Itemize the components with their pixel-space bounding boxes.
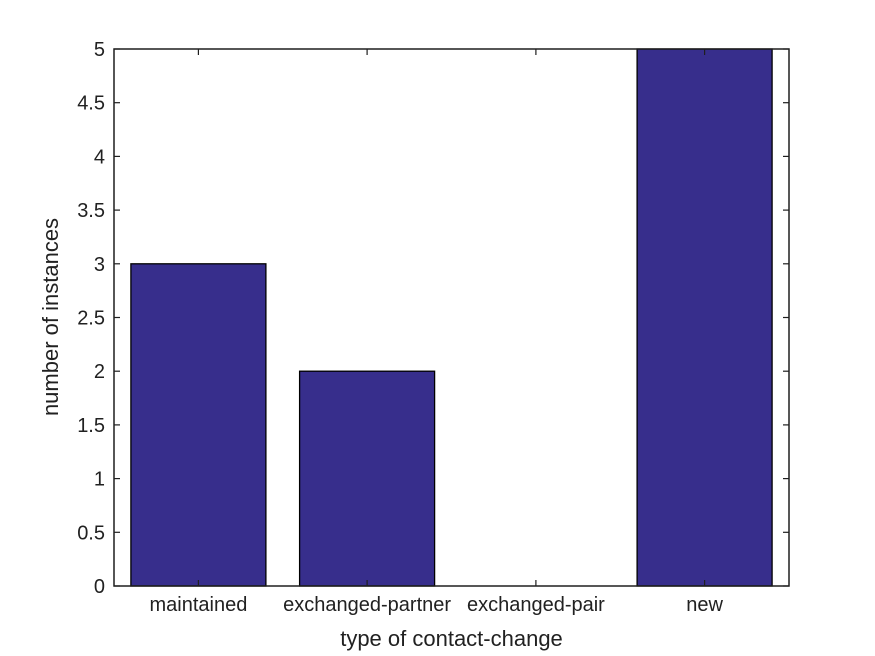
bar-maintained [130, 263, 267, 587]
x-tick-label: new [686, 594, 723, 616]
y-tick-label: 1.5 [77, 415, 105, 437]
y-tick-label: 2 [94, 361, 105, 383]
x-axis-label: type of contact-change [340, 626, 563, 651]
y-tick-label: 2.5 [77, 308, 105, 330]
x-tick-label: exchanged-partner [283, 594, 451, 616]
y-tick-label: 1 [94, 469, 105, 491]
x-tick-label: maintained [149, 594, 247, 616]
y-axis-label: number of instances [38, 217, 63, 417]
y-tick-label: 3 [94, 254, 105, 276]
y-tick-label: 0.5 [77, 522, 105, 544]
bar-exchanged-partner [298, 370, 436, 587]
y-tick-label: 3.5 [77, 200, 105, 222]
y-tick-label: 0 [94, 576, 105, 598]
y-tick-label: 5 [94, 39, 105, 61]
bar-new [636, 48, 773, 587]
y-tick-label: 4.5 [77, 93, 105, 115]
y-tick-label: 4 [94, 146, 105, 168]
x-tick-label: exchanged-pair [467, 594, 605, 616]
